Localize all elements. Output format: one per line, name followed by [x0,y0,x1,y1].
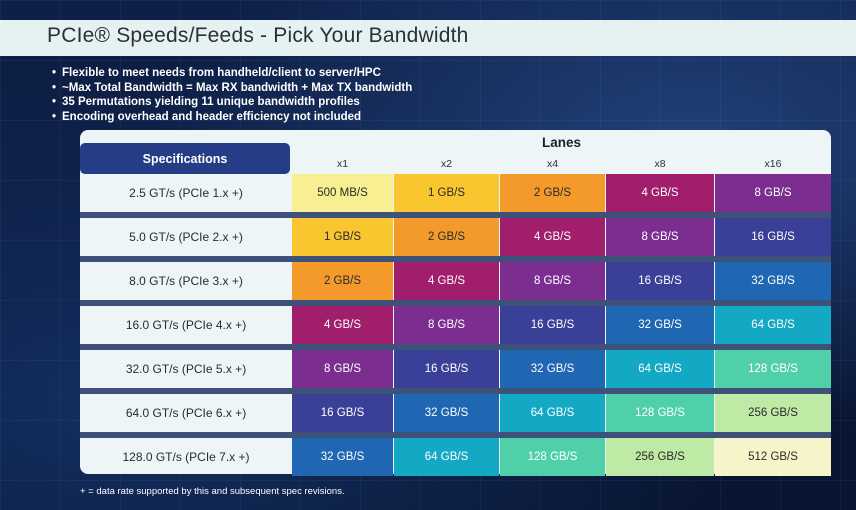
lane-column-header: x1 [336,158,349,170]
bandwidth-cell: 64 GB/S [606,350,714,388]
bandwidth-cell: 8 GB/S [394,306,499,344]
lane-column-header: x8 [654,158,666,170]
bandwidth-cell: 1 GB/S [394,174,499,212]
spec-row-label: 128.0 GT/s (PCIe 7.x +) [122,450,250,464]
row-divider [80,256,831,262]
lane-column-header: x2 [440,158,453,170]
specifications-header: Specifications [80,143,290,174]
bandwidth-cell: 8 GB/S [292,350,393,388]
bandwidth-cell: 32 GB/S [715,262,831,300]
bullet-item: • Flexible to meet needs from handheld/cl… [52,67,381,79]
bandwidth-cell: 8 GB/S [715,174,831,212]
bandwidth-cell: 2 GB/S [394,218,499,256]
bandwidth-cell: 64 GB/S [500,394,605,432]
bullet-item: • ~Max Total Bandwidth = Max RX bandwidth… [52,81,413,94]
bullet-item: • Encoding overhead and header efficiency… [52,110,362,123]
row-divider [80,300,831,306]
bandwidth-cell: 4 GB/S [606,174,714,212]
bullet-text: 35 Permutations yielding 11 unique bandw… [62,96,360,108]
bullet-item: • 35 Permutations yielding 11 unique band… [52,96,360,108]
bandwidth-cell: 500 MB/S [292,174,393,212]
bandwidth-cell: 64 GB/S [394,438,499,476]
row-divider [80,344,831,350]
bandwidth-cell: 4 GB/S [394,262,499,300]
lane-column-header: x4 [546,158,559,170]
bandwidth-cell: 2 GB/S [292,262,393,300]
bandwidth-cell: 16 GB/S [500,306,605,344]
bandwidth-cell: 64 GB/S [715,306,831,344]
bandwidth-cell: 32 GB/S [606,306,714,344]
footnote: + = data rate supported by this and subs… [80,486,345,497]
bullet-text: Flexible to meet needs from handheld/cli… [62,67,381,79]
row-divider [80,388,831,394]
bandwidth-cell: 4 GB/S [500,218,605,256]
bandwidth-cell: 256 GB/S [715,394,831,432]
lanes-header: Lanes [541,135,582,150]
bandwidth-cell: 256 GB/S [606,438,714,476]
bandwidth-cell: 8 GB/S [500,262,605,300]
spec-row-label: 8.0 GT/s (PCIe 3.x +) [129,274,243,288]
bandwidth-cell: 16 GB/S [394,350,499,388]
bandwidth-cell: 16 GB/S [715,218,831,256]
lane-column-header: x16 [764,158,782,170]
row-divider [80,432,831,438]
bandwidth-cell: 2 GB/S [500,174,605,212]
bandwidth-cell: 128 GB/S [606,394,714,432]
row-divider [80,212,831,218]
bullet-list: • Flexible to meet needs from handheld/cl… [52,66,412,124]
bandwidth-cell: 512 GB/S [715,438,831,476]
spec-row-label: 16.0 GT/s (PCIe 4.x +) [125,318,247,332]
spec-row-label: 2.5 GT/s (PCIe 1.x +) [129,186,243,200]
bandwidth-cell: 8 GB/S [606,218,714,256]
title-bar: PCIe® Speeds/Feeds - Pick Your Bandwidth [0,20,856,56]
spec-row-label: 5.0 GT/s (PCIe 2.x +) [129,230,243,244]
bandwidth-cell: 4 GB/S [292,306,393,344]
bullet-text: Encoding overhead and header efficiency … [62,110,362,123]
bandwidth-cell: 32 GB/S [500,350,605,388]
page-title: PCIe® Speeds/Feeds - Pick Your Bandwidth [47,24,469,47]
bandwidth-cell: 16 GB/S [292,394,393,432]
bandwidth-cell: 32 GB/S [394,394,499,432]
bandwidth-cell: 16 GB/S [606,262,714,300]
bandwidth-cell: 128 GB/S [500,438,605,476]
spec-row-label: 32.0 GT/s (PCIe 5.x +) [125,362,247,376]
spec-row-label: 64.0 GT/s (PCIe 6.x +) [125,406,247,420]
bandwidth-cell: 128 GB/S [715,350,831,388]
bullet-text: ~Max Total Bandwidth = Max RX bandwidth … [62,81,413,94]
bandwidth-cell: 1 GB/S [292,218,393,256]
bandwidth-cell: 32 GB/S [292,438,393,476]
